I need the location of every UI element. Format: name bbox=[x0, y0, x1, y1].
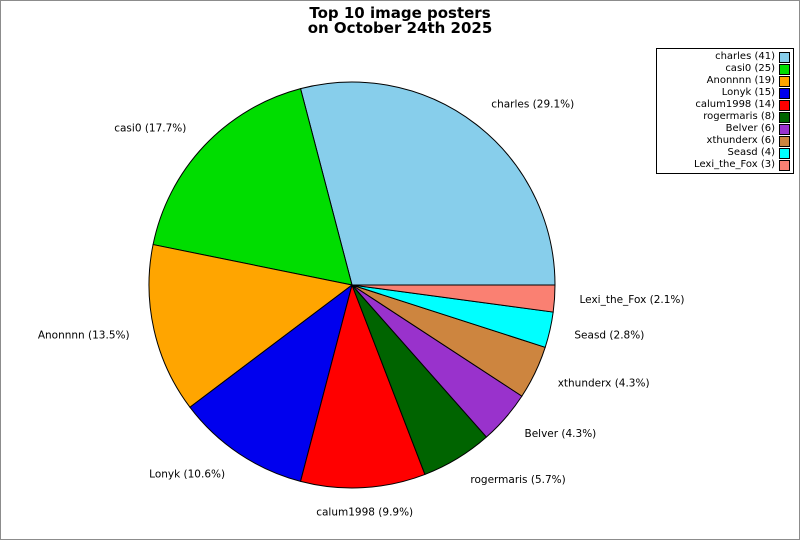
legend-color-swatch bbox=[779, 123, 790, 135]
pie-slice-label-Anonnnn: Anonnnn (13.5%) bbox=[38, 329, 130, 341]
legend-item: Seasd (4) bbox=[660, 147, 790, 159]
legend-color-swatch bbox=[779, 51, 790, 63]
pie-slice-Anonnnn bbox=[148, 244, 353, 408]
legend-item: Anonnnn (19) bbox=[660, 75, 790, 87]
legend-item: Lexi_the_Fox (3) bbox=[660, 159, 790, 171]
legend-item-label: Seasd (4) bbox=[727, 147, 775, 158]
pie-slice-Lonyk bbox=[189, 284, 353, 482]
legend-color-swatch bbox=[779, 87, 790, 99]
legend-item: Lonyk (15) bbox=[660, 87, 790, 99]
legend-item-label: Belver (6) bbox=[725, 123, 775, 134]
pie-slice-label-casi0: casi0 (17.7%) bbox=[114, 122, 186, 134]
legend-item: casi0 (25) bbox=[660, 63, 790, 75]
legend: charles (41) casi0 (25) Anonnnn (19) Lonyk … bbox=[656, 48, 794, 174]
legend-item-label: Lexi_the_Fox (3) bbox=[694, 159, 775, 170]
legend-item: charles (41) bbox=[660, 51, 790, 63]
pie-slice-label-xthunderx: xthunderx (4.3%) bbox=[558, 377, 650, 389]
legend-item-label: charles (41) bbox=[715, 51, 775, 62]
pie-slice-label-Lexi_the_Fox: Lexi_the_Fox (2.1%) bbox=[580, 294, 685, 306]
legend-item: calum1998 (14) bbox=[660, 99, 790, 111]
legend-item-label: Anonnnn (19) bbox=[706, 75, 775, 86]
legend-item-label: casi0 (25) bbox=[725, 63, 775, 74]
legend-color-swatch bbox=[779, 99, 790, 111]
legend-color-swatch bbox=[779, 75, 790, 87]
legend-item: xthunderx (6) bbox=[660, 135, 790, 147]
pie-slice-charles bbox=[300, 81, 556, 286]
legend-color-swatch bbox=[779, 135, 790, 147]
pie-slice-label-calum1998: calum1998 (9.9%) bbox=[316, 507, 413, 519]
pie-slice-label-Belver: Belver (4.3%) bbox=[525, 428, 597, 440]
chart-title-block: Top 10 image posters on October 24th 202… bbox=[1, 6, 799, 36]
legend-item-label: calum1998 (14) bbox=[695, 99, 775, 110]
legend-color-swatch bbox=[779, 147, 790, 159]
pie-slice-calum1998 bbox=[300, 284, 426, 489]
legend-item: rogermaris (8) bbox=[660, 111, 790, 123]
chart-subtitle: on October 24th 2025 bbox=[307, 19, 493, 37]
legend-color-swatch bbox=[779, 111, 790, 123]
legend-color-swatch bbox=[779, 159, 790, 171]
pie-slice-casi0 bbox=[152, 88, 353, 286]
legend-color-swatch bbox=[779, 63, 790, 75]
chart-title: Top 10 image posters bbox=[309, 4, 491, 22]
pie-slice-label-Lonyk: Lonyk (10.6%) bbox=[149, 468, 225, 480]
legend-item-label: xthunderx (6) bbox=[706, 135, 775, 146]
legend-item-label: rogermaris (8) bbox=[703, 111, 775, 122]
pie-slice-Lexi_the_Fox bbox=[351, 284, 556, 313]
pie-slice-label-charles: charles (29.1%) bbox=[491, 99, 574, 111]
legend-item: Belver (6) bbox=[660, 123, 790, 135]
pie-slice-label-Seasd: Seasd (2.8%) bbox=[574, 329, 644, 341]
pie-slice-label-rogermaris: rogermaris (5.7%) bbox=[470, 474, 565, 486]
legend-item-label: Lonyk (15) bbox=[721, 87, 775, 98]
